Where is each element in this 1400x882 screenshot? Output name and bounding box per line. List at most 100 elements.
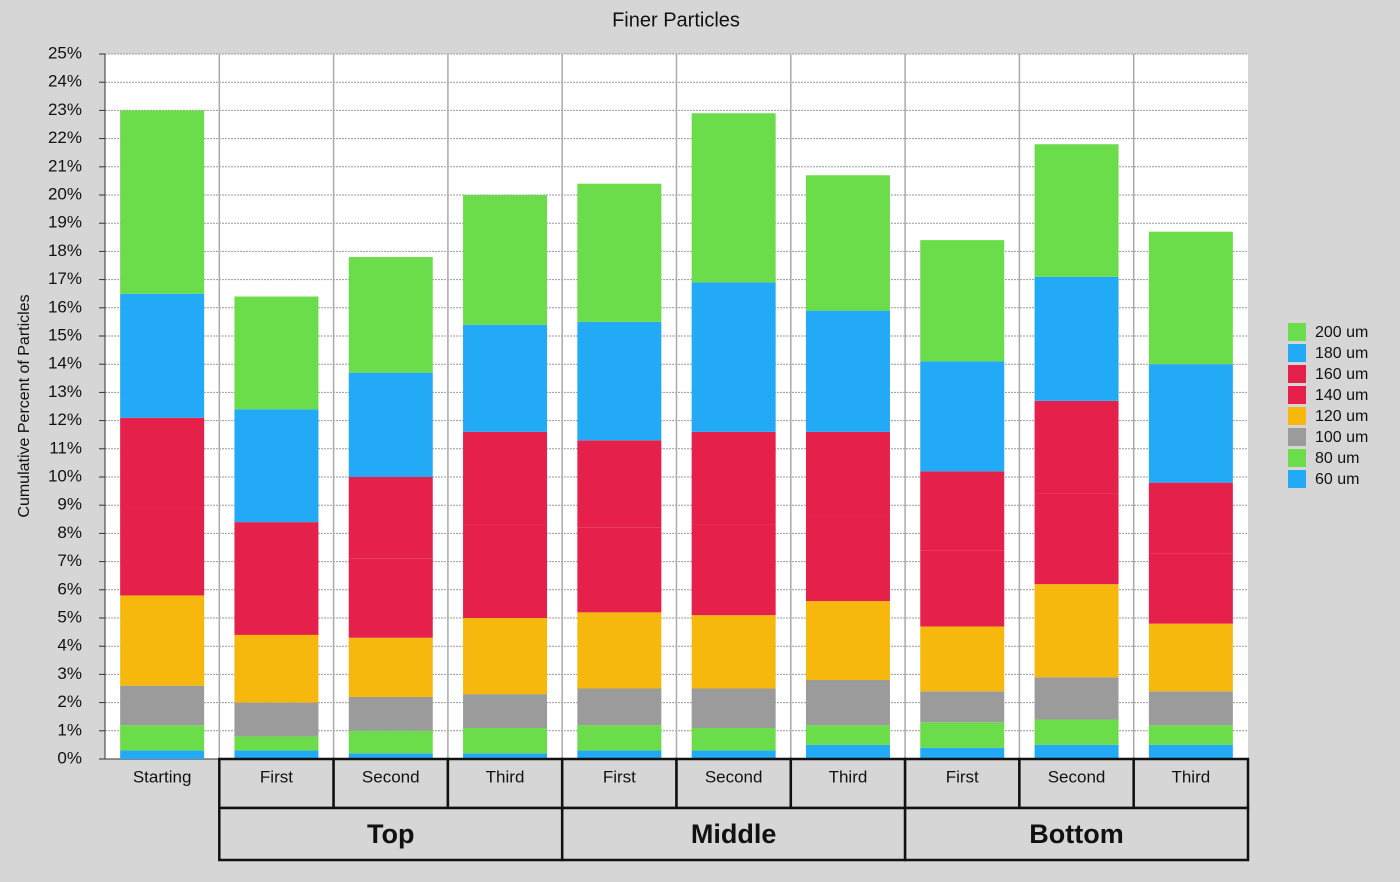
bar-segment bbox=[577, 183, 662, 322]
x-tick-label: First bbox=[260, 767, 293, 786]
bar-segment bbox=[120, 508, 205, 596]
legend-label: 80 um bbox=[1315, 450, 1359, 467]
bar-segment bbox=[1034, 400, 1119, 494]
bar-segment bbox=[920, 240, 1005, 362]
bar-segment bbox=[920, 747, 1005, 759]
y-tick-label: 20% bbox=[48, 184, 82, 203]
bar-segment bbox=[577, 440, 662, 528]
bar-segment bbox=[348, 558, 433, 638]
bar-segment bbox=[1148, 691, 1233, 726]
category-cell bbox=[560, 757, 678, 810]
legend-label: 100 um bbox=[1315, 429, 1368, 446]
bar-segment bbox=[234, 296, 319, 410]
y-tick-label: 11% bbox=[49, 438, 82, 457]
chart-title: Finer Particles bbox=[612, 9, 740, 31]
y-tick-label: 7% bbox=[57, 551, 82, 570]
y-tick-label: 23% bbox=[48, 100, 82, 119]
y-tick-label: 3% bbox=[57, 664, 82, 683]
x-tick-label: Second bbox=[705, 767, 763, 786]
group-cell bbox=[218, 806, 564, 862]
bar-segment bbox=[920, 361, 1005, 472]
group-label: Bottom bbox=[1029, 819, 1123, 849]
bar-segment bbox=[1148, 744, 1233, 759]
bar-segment bbox=[577, 725, 662, 751]
legend-label: 200 um bbox=[1315, 324, 1368, 341]
y-tick-label: 16% bbox=[48, 297, 82, 316]
bar-segment bbox=[120, 685, 205, 726]
legend-swatch bbox=[1288, 449, 1306, 467]
y-tick-label: 0% bbox=[57, 748, 82, 767]
y-tick-label: 1% bbox=[57, 720, 82, 739]
group-label: Top bbox=[367, 819, 414, 849]
x-tick-label: Third bbox=[829, 767, 868, 786]
bar-segment bbox=[1034, 584, 1119, 678]
bar-segment bbox=[577, 527, 662, 613]
bar-segment bbox=[920, 691, 1005, 723]
y-tick-label: 19% bbox=[48, 213, 82, 232]
bar-segment bbox=[463, 753, 548, 759]
bar-segment bbox=[1034, 744, 1119, 759]
group-label: Middle bbox=[691, 819, 777, 849]
category-cell bbox=[1018, 757, 1135, 810]
bar-segment bbox=[120, 110, 205, 294]
y-tick-label: 10% bbox=[48, 466, 82, 485]
bar-segment bbox=[234, 736, 319, 751]
bar-segment bbox=[1034, 276, 1119, 401]
bar-segment bbox=[1034, 493, 1119, 585]
y-tick-label: 6% bbox=[57, 579, 82, 598]
bar-segment bbox=[348, 637, 433, 697]
bar-segment bbox=[691, 282, 776, 432]
bar-segment bbox=[920, 626, 1005, 692]
x-tick-label: Second bbox=[1048, 767, 1106, 786]
legend-label: 180 um bbox=[1315, 345, 1368, 362]
y-tick-label: 9% bbox=[57, 495, 82, 514]
y-tick-label: 13% bbox=[48, 382, 82, 401]
bar-segment bbox=[348, 730, 433, 754]
bar-segment bbox=[691, 615, 776, 689]
bar-segment bbox=[348, 753, 433, 759]
bar-segment bbox=[691, 727, 776, 751]
legend-swatch bbox=[1288, 365, 1306, 383]
bar-segment bbox=[920, 722, 1005, 748]
bar-segment bbox=[463, 524, 548, 618]
category-cell bbox=[332, 757, 450, 810]
legend-label: 140 um bbox=[1315, 387, 1368, 404]
x-tick-label: First bbox=[946, 767, 979, 786]
bar-segment bbox=[691, 688, 776, 728]
bar-segment bbox=[348, 477, 433, 559]
bar-segment bbox=[577, 612, 662, 689]
y-tick-label: 21% bbox=[48, 156, 82, 175]
legend-swatch bbox=[1288, 344, 1306, 362]
bar-segment bbox=[805, 744, 890, 759]
bar-segment bbox=[1148, 364, 1233, 483]
bar-segment bbox=[463, 694, 548, 728]
legend-label: 120 um bbox=[1315, 408, 1368, 425]
bar-segment bbox=[805, 431, 890, 517]
bar-segment bbox=[463, 195, 548, 325]
bar-segment bbox=[805, 725, 890, 745]
bar-segment bbox=[348, 372, 433, 477]
legend-label: 60 um bbox=[1315, 471, 1359, 488]
y-tick-label: 5% bbox=[57, 607, 82, 626]
bar-segment bbox=[805, 680, 890, 726]
bar-segment bbox=[1034, 677, 1119, 720]
y-tick-label: 8% bbox=[57, 523, 82, 542]
bar-segment bbox=[463, 618, 548, 695]
group-cell bbox=[903, 806, 1250, 862]
bar-segment bbox=[234, 578, 319, 635]
y-tick-label: 14% bbox=[48, 354, 82, 373]
x-tick-label: Third bbox=[486, 767, 525, 786]
bar-segment bbox=[1034, 144, 1119, 277]
bar-segment bbox=[348, 257, 433, 373]
y-tick-label: 22% bbox=[48, 128, 82, 147]
bar-segment bbox=[577, 750, 662, 759]
bar-segment bbox=[463, 324, 548, 432]
y-tick-label: 12% bbox=[48, 410, 82, 429]
bar-segment bbox=[234, 522, 319, 579]
category-cell bbox=[446, 757, 564, 810]
bar-segment bbox=[120, 595, 205, 686]
legend-swatch bbox=[1288, 470, 1306, 488]
bar-segment bbox=[691, 431, 776, 525]
y-tick-label: 18% bbox=[48, 241, 82, 260]
y-tick-label: 2% bbox=[57, 692, 82, 711]
